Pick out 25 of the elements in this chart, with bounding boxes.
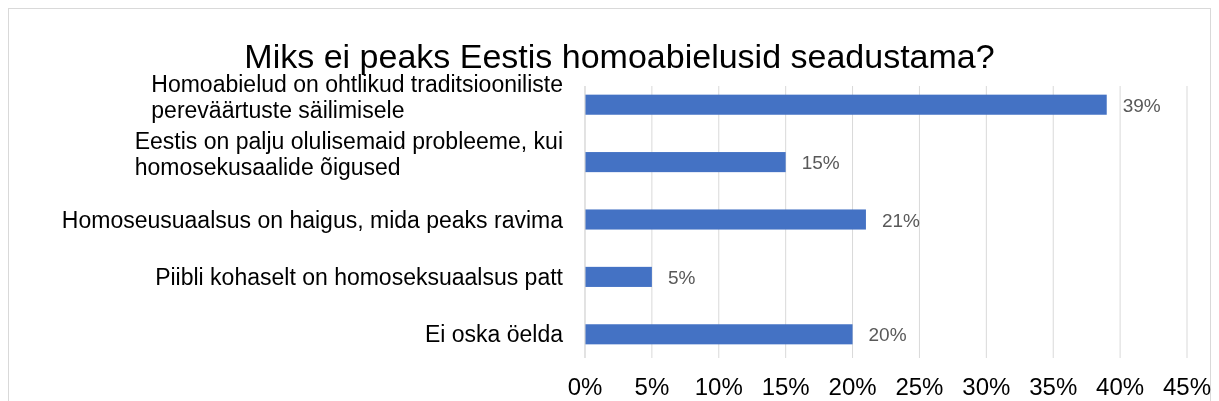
y-tick-label: Ei oska öelda — [424, 321, 564, 348]
data-label: 15% — [801, 152, 840, 174]
x-tick-label: 5% — [634, 373, 670, 400]
bar — [585, 94, 1107, 115]
y-tick-label: Eestis on palju olulisemaid probleeme, kui homosekusaalide õigused — [134, 128, 564, 181]
y-tick-label: Piibli kohaselt on homoseksuaalsus patt — [155, 263, 564, 290]
data-label: 21% — [881, 209, 921, 231]
x-tick-label: 30% — [962, 373, 1011, 400]
data-label: 20% — [868, 324, 907, 346]
x-tick-label: 15% — [761, 373, 810, 400]
bar — [585, 152, 786, 173]
bar — [585, 209, 866, 230]
data-label: 39% — [1122, 94, 1161, 116]
x-tick-label: 10% — [694, 373, 743, 400]
bar — [585, 266, 652, 287]
bar — [585, 324, 853, 345]
y-tick-label: Homoseusuaalsus on haigus, mida peaks ravima — [61, 206, 564, 233]
data-label: 5% — [667, 266, 696, 288]
x-tick-label: 40% — [1096, 373, 1145, 400]
x-tick-label: 20% — [828, 373, 877, 400]
x-tick-label: 35% — [1029, 373, 1078, 400]
x-tick-label: 45% — [1162, 373, 1212, 400]
chart-title: Miks ei peaks Eestis homoabielusid seadustama? — [244, 37, 995, 75]
x-tick-label: 25% — [895, 373, 944, 400]
x-tick-label: 0% — [567, 373, 603, 400]
